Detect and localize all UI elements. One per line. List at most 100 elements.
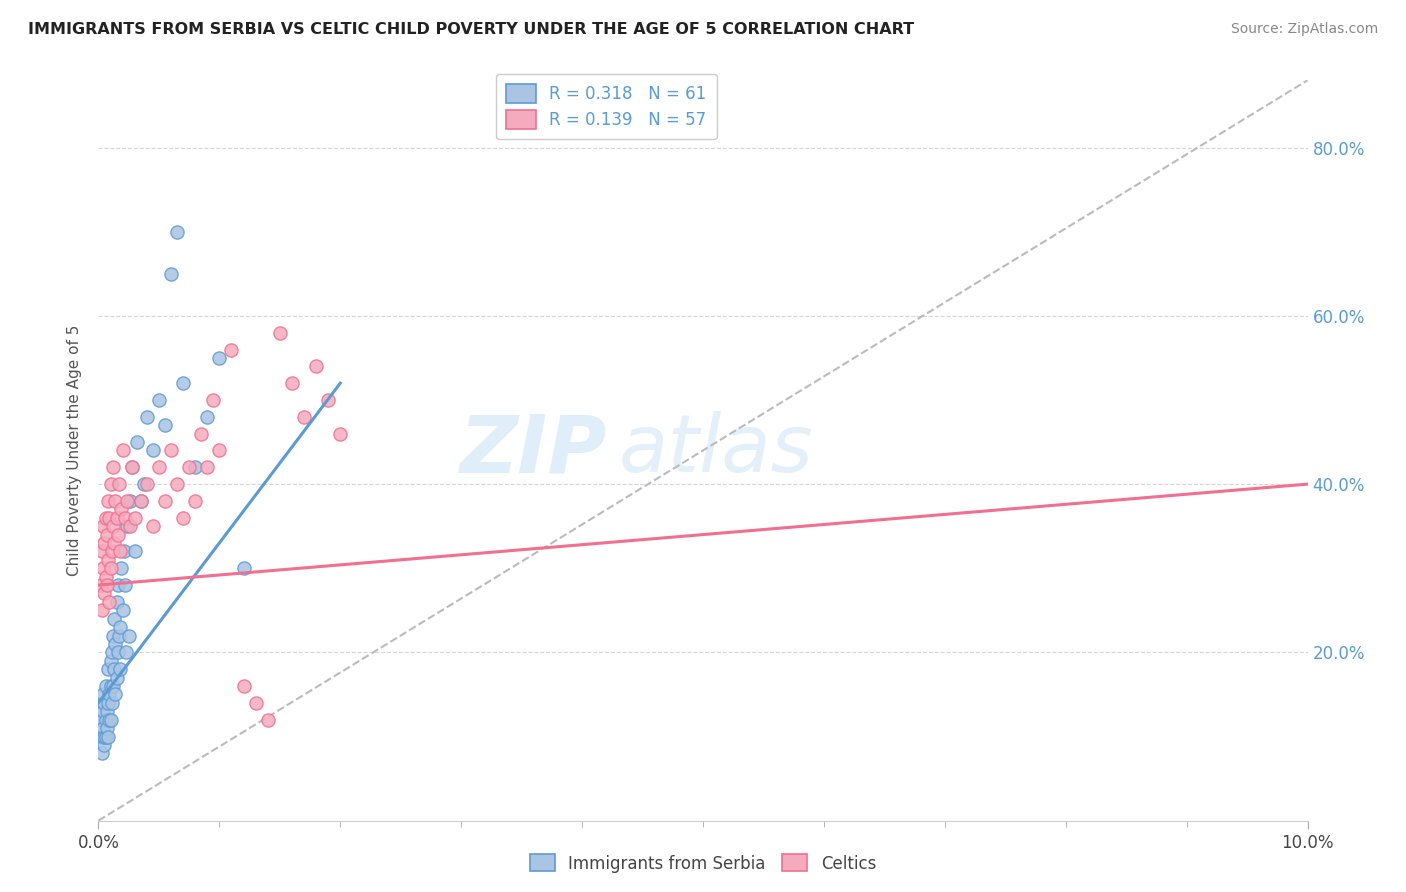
Point: [142, 443, 165, 458]
Point: [118, 628, 141, 642]
Point: [190, 426, 212, 441]
Point: [101, 679, 124, 693]
Point: [115, 645, 138, 659]
Point: [97, 730, 120, 744]
Point: [118, 494, 141, 508]
Point: [114, 578, 136, 592]
Point: [118, 519, 141, 533]
Point: [232, 561, 254, 575]
Point: [135, 477, 157, 491]
Text: ZIP: ZIP: [458, 411, 606, 490]
Point: [111, 443, 134, 458]
Point: [129, 494, 152, 508]
Point: [100, 544, 122, 558]
Point: [91, 704, 114, 718]
Point: [153, 418, 176, 433]
Point: [160, 267, 183, 281]
Point: [124, 510, 146, 524]
Point: [97, 696, 120, 710]
Point: [172, 376, 194, 391]
Point: [94, 569, 117, 583]
Point: [179, 460, 201, 475]
Point: [100, 561, 122, 575]
Point: [98, 595, 121, 609]
Point: [281, 376, 304, 391]
Point: [245, 696, 267, 710]
Point: [91, 721, 114, 735]
Point: [108, 477, 131, 491]
Point: [129, 494, 152, 508]
Point: [142, 519, 165, 533]
Point: [101, 628, 124, 642]
Point: [111, 603, 134, 617]
Point: [153, 494, 176, 508]
Legend: R = 0.318   N = 61, R = 0.139   N = 57: R = 0.318 N = 61, R = 0.139 N = 57: [496, 74, 717, 139]
Point: [103, 612, 125, 626]
Point: [108, 620, 131, 634]
Point: [117, 494, 139, 508]
Point: [105, 595, 128, 609]
Point: [269, 326, 291, 340]
Point: [124, 544, 146, 558]
Point: [100, 645, 122, 659]
Point: [329, 426, 352, 441]
Point: [91, 713, 114, 727]
Point: [93, 730, 115, 744]
Point: [98, 713, 121, 727]
Point: [100, 477, 122, 491]
Point: [91, 688, 114, 702]
Point: [104, 688, 127, 702]
Point: [184, 460, 207, 475]
Point: [97, 662, 120, 676]
Point: [208, 351, 231, 365]
Point: [90, 730, 112, 744]
Point: [107, 578, 129, 592]
Point: [96, 721, 118, 735]
Point: [305, 359, 328, 374]
Point: [98, 510, 121, 524]
Point: [96, 578, 118, 592]
Point: [96, 527, 118, 541]
Point: [110, 502, 132, 516]
Text: Source: ZipAtlas.com: Source: ZipAtlas.com: [1230, 22, 1378, 37]
Point: [91, 603, 114, 617]
Point: [195, 460, 218, 475]
Point: [208, 443, 231, 458]
Point: [94, 713, 117, 727]
Point: [103, 536, 125, 550]
Point: [117, 519, 139, 533]
Point: [108, 544, 131, 558]
Point: [100, 696, 122, 710]
Point: [91, 519, 114, 533]
Y-axis label: Child Poverty Under the Age of 5: Child Poverty Under the Age of 5: [67, 325, 83, 576]
Point: [107, 527, 129, 541]
Point: [94, 510, 117, 524]
Point: [110, 561, 132, 575]
Point: [121, 460, 143, 475]
Point: [104, 637, 127, 651]
Point: [94, 679, 117, 693]
Point: [101, 460, 124, 475]
Point: [93, 696, 115, 710]
Point: [108, 662, 131, 676]
Point: [121, 460, 143, 475]
Point: [93, 536, 115, 550]
Point: [112, 544, 135, 558]
Point: [148, 460, 170, 475]
Point: [172, 510, 194, 524]
Point: [105, 510, 128, 524]
Point: [96, 704, 118, 718]
Point: [93, 586, 115, 600]
Point: [148, 392, 170, 407]
Point: [90, 578, 112, 592]
Point: [93, 738, 115, 752]
Point: [97, 494, 120, 508]
Point: [292, 409, 315, 424]
Point: [100, 654, 122, 668]
Point: [134, 477, 156, 491]
Point: [195, 409, 218, 424]
Point: [101, 519, 124, 533]
Point: [91, 747, 114, 761]
Point: [97, 553, 120, 567]
Point: [91, 561, 114, 575]
